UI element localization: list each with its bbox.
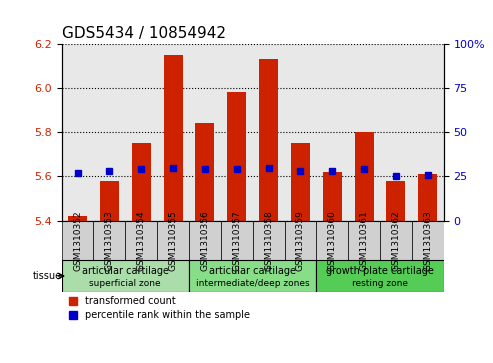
Bar — [68, 216, 87, 221]
Text: GSM1310361: GSM1310361 — [359, 210, 369, 271]
Bar — [132, 143, 151, 221]
Bar — [227, 92, 246, 221]
FancyBboxPatch shape — [317, 221, 348, 260]
Bar — [323, 172, 342, 221]
Text: articular cartilage: articular cartilage — [209, 266, 296, 276]
FancyBboxPatch shape — [94, 221, 125, 260]
Text: GSM1310355: GSM1310355 — [169, 210, 177, 271]
Text: intermediate/deep zones: intermediate/deep zones — [196, 278, 310, 287]
Text: GSM1310354: GSM1310354 — [137, 210, 146, 271]
FancyBboxPatch shape — [348, 221, 380, 260]
FancyBboxPatch shape — [317, 260, 444, 291]
FancyBboxPatch shape — [62, 221, 94, 260]
FancyBboxPatch shape — [380, 221, 412, 260]
Bar — [387, 181, 405, 221]
Text: GSM1310353: GSM1310353 — [105, 210, 114, 271]
FancyBboxPatch shape — [221, 221, 252, 260]
Text: GSM1310360: GSM1310360 — [328, 210, 337, 271]
Bar — [195, 123, 214, 221]
Text: GSM1310359: GSM1310359 — [296, 210, 305, 271]
FancyBboxPatch shape — [62, 260, 189, 291]
Bar — [291, 143, 310, 221]
Bar — [100, 181, 119, 221]
Text: percentile rank within the sample: percentile rank within the sample — [85, 310, 249, 320]
Bar — [259, 59, 278, 221]
FancyBboxPatch shape — [125, 221, 157, 260]
Text: GSM1310356: GSM1310356 — [200, 210, 210, 271]
Text: GSM1310357: GSM1310357 — [232, 210, 241, 271]
Text: transformed count: transformed count — [85, 296, 176, 306]
Text: superficial zone: superficial zone — [90, 278, 161, 287]
Bar — [164, 55, 182, 221]
Text: GSM1310352: GSM1310352 — [73, 210, 82, 271]
FancyBboxPatch shape — [189, 260, 317, 291]
Text: GSM1310363: GSM1310363 — [423, 210, 432, 271]
Bar — [418, 174, 437, 221]
Text: GDS5434 / 10854942: GDS5434 / 10854942 — [62, 26, 226, 41]
Text: resting zone: resting zone — [352, 278, 408, 287]
Text: growth plate cartilage: growth plate cartilage — [326, 266, 434, 276]
Text: tissue: tissue — [33, 271, 62, 281]
FancyBboxPatch shape — [252, 221, 284, 260]
FancyBboxPatch shape — [284, 221, 317, 260]
FancyBboxPatch shape — [189, 221, 221, 260]
Bar — [354, 132, 374, 221]
FancyBboxPatch shape — [157, 221, 189, 260]
Text: articular cartilage: articular cartilage — [82, 266, 169, 276]
Text: GSM1310358: GSM1310358 — [264, 210, 273, 271]
Text: GSM1310362: GSM1310362 — [391, 210, 400, 271]
FancyBboxPatch shape — [412, 221, 444, 260]
